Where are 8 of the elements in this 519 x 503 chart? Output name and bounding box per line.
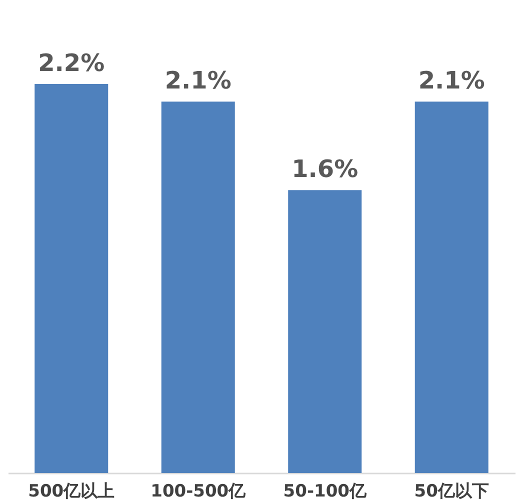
data-label: 2.1% <box>418 66 485 95</box>
x-tick-label: 50亿以下 <box>414 482 489 502</box>
data-label: 2.2% <box>38 49 105 77</box>
x-tick-label: 500亿以上 <box>28 482 115 502</box>
x-tick-label: 50-100亿 <box>283 482 368 502</box>
x-tick-label: 100-500亿 <box>150 482 247 502</box>
data-label: 1.6% <box>292 155 358 184</box>
data-label: 2.1% <box>164 66 232 95</box>
